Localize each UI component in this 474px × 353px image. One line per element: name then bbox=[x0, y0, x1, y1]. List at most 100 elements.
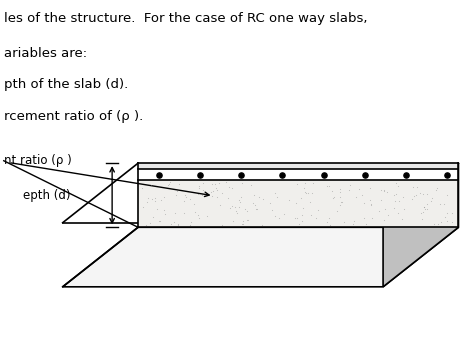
Point bbox=[237, 194, 245, 199]
Point bbox=[302, 190, 310, 196]
Point bbox=[146, 220, 154, 226]
Point bbox=[195, 215, 203, 221]
Point bbox=[304, 190, 311, 196]
Point bbox=[155, 218, 163, 224]
Point bbox=[211, 181, 219, 187]
Point bbox=[191, 201, 198, 207]
Point bbox=[143, 199, 151, 204]
Point bbox=[381, 206, 389, 211]
Point bbox=[165, 181, 173, 187]
Point bbox=[160, 194, 168, 200]
Point bbox=[375, 209, 383, 214]
Point bbox=[398, 217, 406, 222]
Point bbox=[173, 188, 181, 193]
Point bbox=[361, 172, 368, 178]
Point bbox=[394, 183, 401, 189]
Point bbox=[448, 220, 456, 225]
Point bbox=[353, 195, 360, 200]
Point bbox=[247, 182, 255, 187]
Point bbox=[301, 180, 309, 186]
Point bbox=[186, 196, 193, 202]
Point bbox=[281, 211, 288, 217]
Point bbox=[147, 183, 155, 188]
Point bbox=[233, 210, 240, 216]
Point bbox=[286, 197, 293, 203]
Point bbox=[409, 196, 416, 202]
Point bbox=[443, 219, 451, 224]
Point bbox=[252, 207, 260, 212]
Point bbox=[340, 220, 348, 225]
Point bbox=[235, 197, 242, 203]
Point bbox=[209, 181, 216, 186]
Point bbox=[420, 204, 428, 210]
Text: ariables are:: ariables are: bbox=[4, 47, 87, 60]
Point bbox=[195, 183, 203, 189]
Point bbox=[238, 181, 246, 186]
Point bbox=[377, 197, 384, 203]
Point bbox=[266, 200, 274, 206]
Point bbox=[160, 207, 168, 213]
Point bbox=[419, 191, 427, 197]
Point bbox=[297, 195, 305, 201]
Point bbox=[420, 205, 428, 210]
Point bbox=[432, 187, 440, 193]
Point bbox=[448, 210, 456, 215]
Point bbox=[181, 198, 188, 203]
Point bbox=[401, 206, 408, 211]
Point bbox=[306, 199, 313, 204]
Point bbox=[441, 214, 449, 220]
Point bbox=[181, 192, 189, 198]
Point bbox=[208, 193, 216, 198]
Point bbox=[186, 222, 193, 228]
Point bbox=[434, 221, 442, 226]
Point bbox=[174, 221, 182, 227]
Point bbox=[259, 222, 266, 227]
Text: les of the structure.  For the case of RC one way slabs,: les of the structure. For the case of RC… bbox=[4, 12, 367, 25]
Point bbox=[395, 210, 402, 216]
Point bbox=[200, 180, 207, 186]
Point bbox=[232, 204, 239, 209]
Point bbox=[298, 212, 305, 217]
Point bbox=[423, 191, 431, 197]
Point bbox=[188, 219, 195, 225]
Point bbox=[358, 192, 366, 198]
Point bbox=[225, 195, 232, 201]
Point bbox=[236, 199, 244, 205]
Point bbox=[244, 217, 252, 223]
Point bbox=[209, 188, 217, 193]
Point bbox=[362, 221, 369, 227]
Text: pth of the slab (d).: pth of the slab (d). bbox=[4, 78, 128, 91]
Point bbox=[166, 179, 173, 185]
Point bbox=[239, 221, 247, 227]
Point bbox=[428, 195, 436, 201]
Point bbox=[423, 201, 431, 207]
Point bbox=[337, 186, 344, 192]
Point bbox=[380, 188, 388, 193]
Point bbox=[295, 221, 303, 226]
Polygon shape bbox=[138, 163, 458, 169]
Point bbox=[301, 189, 309, 195]
Text: nt ratio (ρ ): nt ratio (ρ ) bbox=[4, 154, 72, 167]
Point bbox=[151, 198, 158, 203]
Point bbox=[443, 210, 450, 215]
Point bbox=[402, 172, 410, 178]
Polygon shape bbox=[138, 180, 458, 227]
Point bbox=[213, 195, 220, 200]
Point bbox=[151, 195, 159, 201]
Point bbox=[417, 190, 424, 196]
Point bbox=[336, 195, 344, 200]
Point bbox=[212, 185, 220, 191]
Point bbox=[326, 183, 333, 189]
Point bbox=[324, 184, 331, 189]
Polygon shape bbox=[63, 227, 458, 287]
Point bbox=[259, 196, 267, 202]
Point bbox=[213, 187, 220, 193]
Point bbox=[424, 207, 431, 212]
Point bbox=[149, 214, 157, 220]
Point bbox=[200, 187, 207, 193]
Point bbox=[333, 208, 341, 214]
Point bbox=[243, 218, 251, 223]
Point bbox=[351, 218, 358, 224]
Point bbox=[414, 184, 421, 190]
Point bbox=[173, 192, 180, 198]
